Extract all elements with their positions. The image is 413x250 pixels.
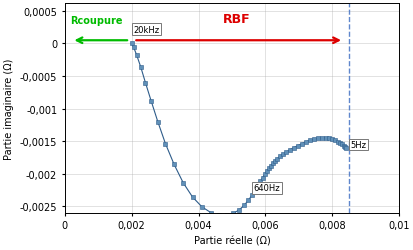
Text: 640Hz: 640Hz <box>253 184 280 192</box>
Y-axis label: Partie imaginaire (Ω): Partie imaginaire (Ω) <box>4 58 14 159</box>
Text: 5Hz: 5Hz <box>350 140 366 149</box>
Text: 20kHz: 20kHz <box>133 26 159 34</box>
Text: RBF: RBF <box>223 13 250 26</box>
Text: Rcoupure: Rcoupure <box>70 16 123 26</box>
X-axis label: Partie réelle (Ω): Partie réelle (Ω) <box>193 236 270 246</box>
